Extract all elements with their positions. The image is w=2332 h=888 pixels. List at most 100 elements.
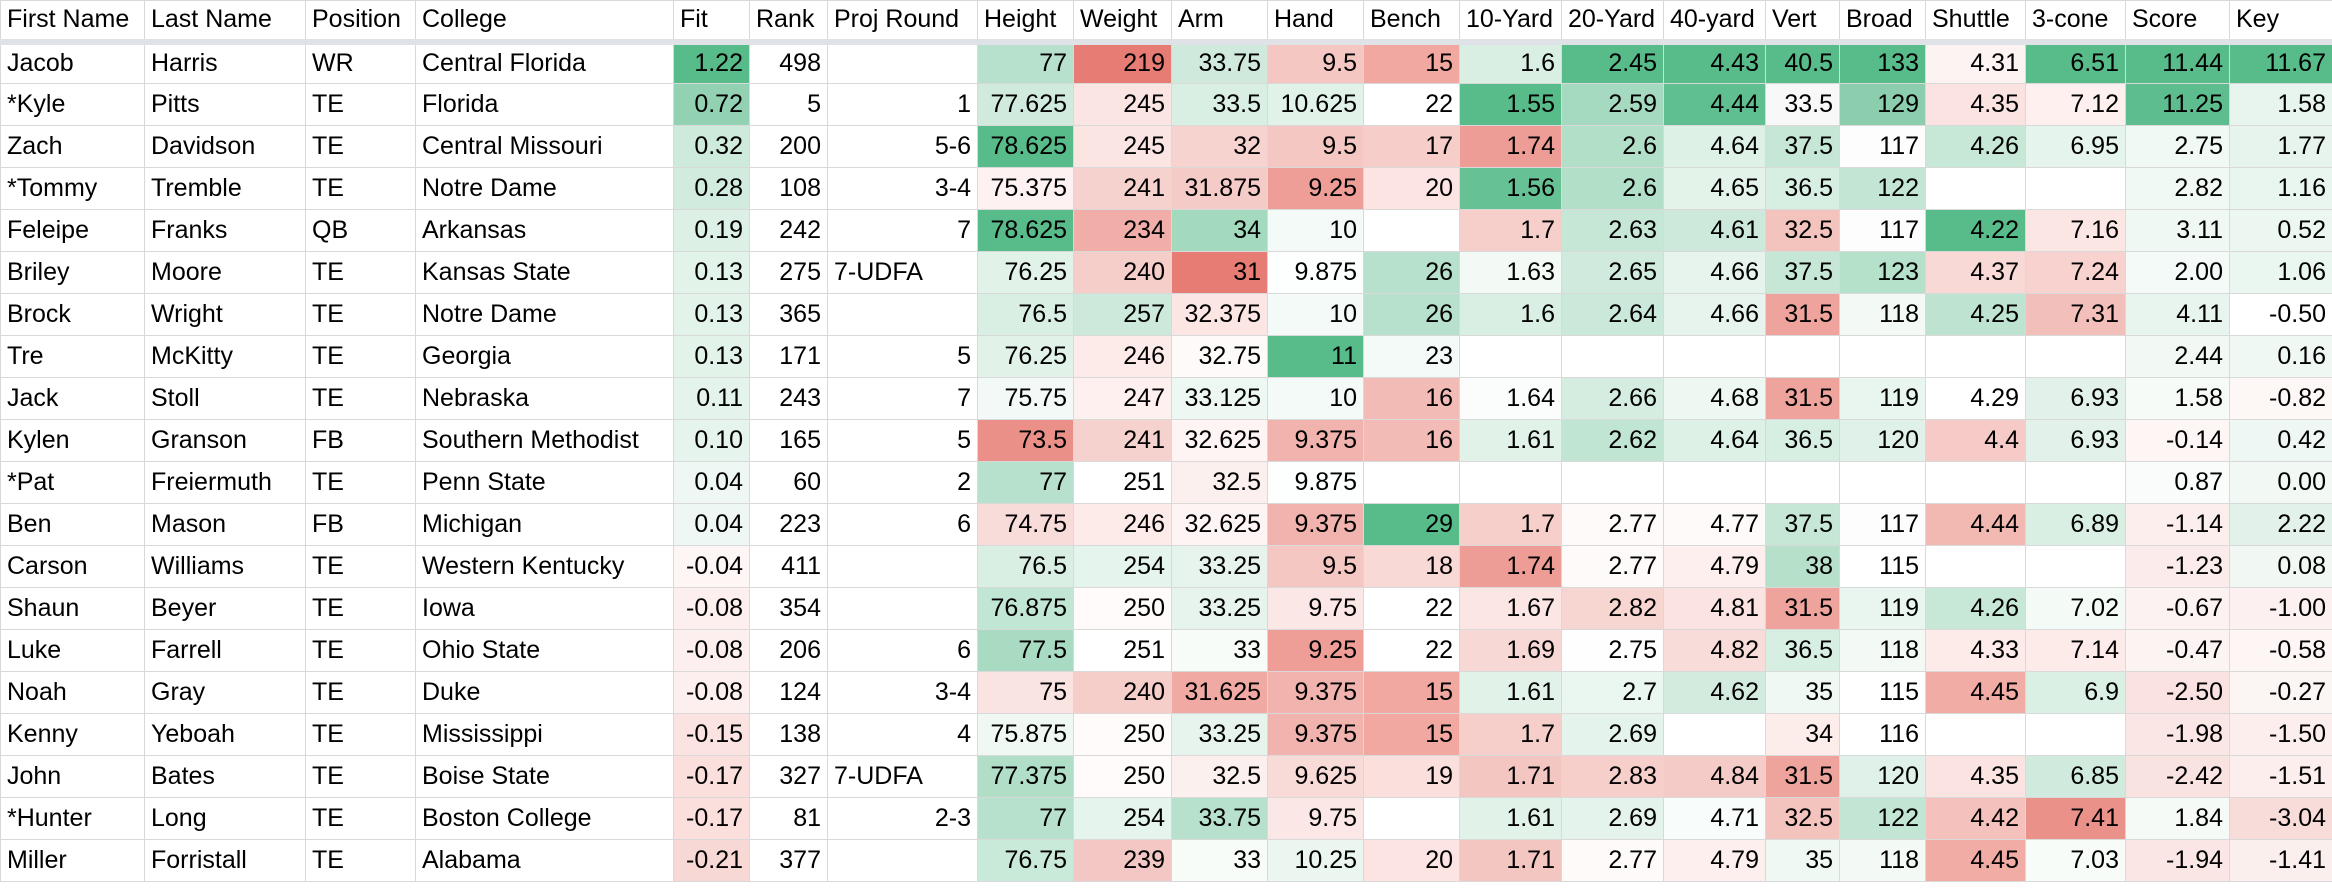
cell-score[interactable]: 1.84: [2125, 797, 2230, 840]
cell-rank[interactable]: 365: [749, 293, 828, 336]
cell-fit[interactable]: -0.17: [673, 755, 750, 798]
cell-weight[interactable]: 240: [1073, 671, 1172, 714]
cell-bench[interactable]: 22: [1363, 83, 1460, 126]
cell-arm[interactable]: 33: [1171, 839, 1268, 882]
cell-last[interactable]: Beyer: [144, 587, 306, 630]
cell-rank[interactable]: 243: [749, 377, 828, 420]
cell-pos[interactable]: TE: [305, 797, 416, 840]
cell-y20[interactable]: 2.6: [1561, 125, 1664, 168]
cell-first[interactable]: Kylen: [0, 419, 145, 462]
column-header-weight[interactable]: Weight: [1073, 0, 1172, 45]
cell-hand[interactable]: 9.625: [1267, 755, 1364, 798]
cell-proj[interactable]: [827, 839, 978, 882]
cell-vert[interactable]: 38: [1765, 545, 1840, 588]
cell-y20[interactable]: 2.7: [1561, 671, 1664, 714]
cell-rank[interactable]: 81: [749, 797, 828, 840]
cell-first[interactable]: *Kyle: [0, 83, 145, 126]
cell-proj[interactable]: [827, 545, 978, 588]
cell-last[interactable]: Granson: [144, 419, 306, 462]
cell-keyv[interactable]: -1.41: [2229, 839, 2332, 882]
cell-college[interactable]: Arkansas: [415, 209, 674, 252]
cell-bench[interactable]: 26: [1363, 251, 1460, 294]
column-header-y40[interactable]: 40-yard: [1663, 0, 1766, 45]
cell-bench[interactable]: 19: [1363, 755, 1460, 798]
cell-rank[interactable]: 124: [749, 671, 828, 714]
cell-college[interactable]: Central Missouri: [415, 125, 674, 168]
cell-cone[interactable]: 6.89: [2025, 503, 2126, 546]
cell-rank[interactable]: 223: [749, 503, 828, 546]
cell-rank[interactable]: 354: [749, 587, 828, 630]
cell-rank[interactable]: 206: [749, 629, 828, 672]
cell-bench[interactable]: 22: [1363, 587, 1460, 630]
column-header-shuttle[interactable]: Shuttle: [1925, 0, 2026, 45]
cell-y40[interactable]: [1663, 461, 1766, 504]
cell-bench[interactable]: 18: [1363, 545, 1460, 588]
cell-hand[interactable]: 10: [1267, 293, 1364, 336]
cell-bench[interactable]: 26: [1363, 293, 1460, 336]
cell-arm[interactable]: 33.75: [1171, 41, 1268, 84]
cell-weight[interactable]: 246: [1073, 503, 1172, 546]
cell-y20[interactable]: 2.66: [1561, 377, 1664, 420]
cell-y20[interactable]: 2.77: [1561, 503, 1664, 546]
cell-pos[interactable]: TE: [305, 335, 416, 378]
cell-shuttle[interactable]: 4.45: [1925, 671, 2026, 714]
cell-cone[interactable]: 6.85: [2025, 755, 2126, 798]
cell-shuttle[interactable]: 4.22: [1925, 209, 2026, 252]
cell-proj[interactable]: 3-4: [827, 671, 978, 714]
cell-keyv[interactable]: 0.42: [2229, 419, 2332, 462]
cell-last[interactable]: Wright: [144, 293, 306, 336]
column-header-y20[interactable]: 20-Yard: [1561, 0, 1664, 45]
cell-proj[interactable]: 5: [827, 419, 978, 462]
cell-rank[interactable]: 60: [749, 461, 828, 504]
cell-pos[interactable]: QB: [305, 209, 416, 252]
cell-y10[interactable]: 1.71: [1459, 755, 1562, 798]
column-header-y10[interactable]: 10-Yard: [1459, 0, 1562, 45]
cell-y10[interactable]: 1.74: [1459, 125, 1562, 168]
cell-shuttle[interactable]: 4.44: [1925, 503, 2026, 546]
cell-height[interactable]: 77.625: [977, 83, 1074, 126]
cell-college[interactable]: Southern Methodist: [415, 419, 674, 462]
cell-first[interactable]: Zach: [0, 125, 145, 168]
cell-last[interactable]: Franks: [144, 209, 306, 252]
cell-cone[interactable]: 7.16: [2025, 209, 2126, 252]
cell-first[interactable]: *Pat: [0, 461, 145, 504]
cell-y40[interactable]: 4.71: [1663, 797, 1766, 840]
cell-fit[interactable]: 0.13: [673, 335, 750, 378]
cell-shuttle[interactable]: 4.35: [1925, 83, 2026, 126]
cell-arm[interactable]: 34: [1171, 209, 1268, 252]
cell-rank[interactable]: 108: [749, 167, 828, 210]
cell-shuttle[interactable]: 4.26: [1925, 125, 2026, 168]
cell-height[interactable]: 74.75: [977, 503, 1074, 546]
cell-rank[interactable]: 165: [749, 419, 828, 462]
cell-y20[interactable]: 2.6: [1561, 167, 1664, 210]
cell-keyv[interactable]: 0.16: [2229, 335, 2332, 378]
cell-y10[interactable]: [1459, 335, 1562, 378]
cell-arm[interactable]: 32.75: [1171, 335, 1268, 378]
cell-y40[interactable]: 4.79: [1663, 545, 1766, 588]
cell-vert[interactable]: 31.5: [1765, 377, 1840, 420]
cell-first[interactable]: Feleipe: [0, 209, 145, 252]
cell-pos[interactable]: WR: [305, 41, 416, 84]
cell-shuttle[interactable]: [1925, 167, 2026, 210]
cell-fit[interactable]: 0.11: [673, 377, 750, 420]
cell-keyv[interactable]: -3.04: [2229, 797, 2332, 840]
cell-keyv[interactable]: 2.22: [2229, 503, 2332, 546]
cell-vert[interactable]: 31.5: [1765, 755, 1840, 798]
cell-broad[interactable]: 120: [1839, 755, 1926, 798]
cell-arm[interactable]: 31.875: [1171, 167, 1268, 210]
cell-score[interactable]: -1.98: [2125, 713, 2230, 756]
cell-broad[interactable]: 119: [1839, 587, 1926, 630]
cell-college[interactable]: Ohio State: [415, 629, 674, 672]
cell-last[interactable]: Moore: [144, 251, 306, 294]
cell-college[interactable]: Nebraska: [415, 377, 674, 420]
cell-arm[interactable]: 33: [1171, 629, 1268, 672]
cell-y20[interactable]: 2.69: [1561, 797, 1664, 840]
cell-weight[interactable]: 219: [1073, 41, 1172, 84]
cell-pos[interactable]: TE: [305, 755, 416, 798]
cell-keyv[interactable]: -1.51: [2229, 755, 2332, 798]
cell-broad[interactable]: 133: [1839, 41, 1926, 84]
cell-broad[interactable]: [1839, 461, 1926, 504]
cell-cone[interactable]: 6.51: [2025, 41, 2126, 84]
cell-last[interactable]: Forristall: [144, 839, 306, 882]
cell-weight[interactable]: 245: [1073, 83, 1172, 126]
